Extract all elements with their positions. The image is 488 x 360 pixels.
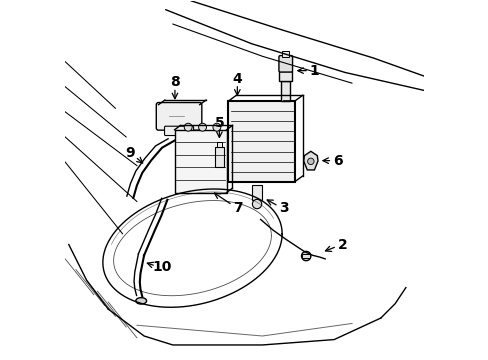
FancyBboxPatch shape <box>278 55 292 72</box>
FancyBboxPatch shape <box>156 103 202 130</box>
Text: 3: 3 <box>279 201 288 215</box>
Circle shape <box>301 251 310 261</box>
Text: 4: 4 <box>232 72 242 86</box>
Text: 8: 8 <box>170 76 180 89</box>
Circle shape <box>252 199 261 209</box>
Text: 10: 10 <box>152 260 171 274</box>
Bar <box>279 71 292 81</box>
Polygon shape <box>303 151 317 170</box>
Text: 5: 5 <box>214 116 224 130</box>
Bar <box>281 81 290 101</box>
Bar <box>252 185 261 200</box>
FancyBboxPatch shape <box>164 126 193 135</box>
Text: 2: 2 <box>337 238 346 252</box>
Bar <box>301 254 310 258</box>
Ellipse shape <box>136 298 146 304</box>
Text: 6: 6 <box>332 154 342 168</box>
Bar <box>174 130 226 193</box>
Text: 7: 7 <box>233 201 242 215</box>
Text: 9: 9 <box>125 146 135 160</box>
Bar <box>282 51 289 57</box>
Circle shape <box>307 158 313 165</box>
Circle shape <box>184 123 192 131</box>
Bar <box>228 101 294 182</box>
Bar <box>215 147 223 167</box>
Circle shape <box>212 123 221 131</box>
Text: 1: 1 <box>309 64 319 78</box>
Circle shape <box>198 123 206 131</box>
Bar <box>216 142 222 147</box>
